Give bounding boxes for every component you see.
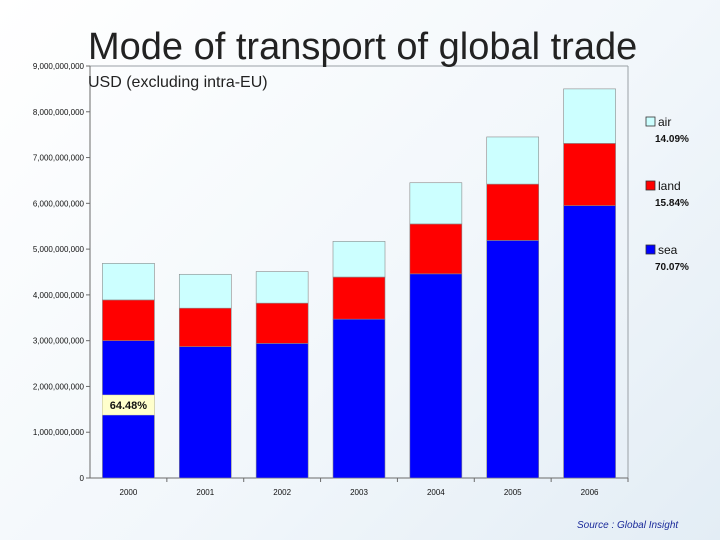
y-tick-label: 0	[80, 474, 85, 483]
x-tick-label: 2000	[120, 488, 138, 497]
y-tick-label: 1,000,000,000	[33, 428, 85, 437]
bar-air	[255, 271, 309, 304]
legend-swatch-air	[645, 116, 656, 127]
bar-air	[563, 88, 616, 144]
y-tick-label: 2,000,000,000	[33, 382, 85, 391]
bar-land	[563, 143, 616, 206]
annotation-box	[102, 394, 155, 416]
y-tick-label: 9,000,000,000	[33, 62, 85, 71]
bar-sea	[409, 273, 463, 479]
bar-land	[409, 223, 463, 275]
bar-air	[332, 241, 386, 278]
x-tick-label: 2002	[273, 488, 291, 497]
bar-land	[102, 299, 155, 341]
y-tick-label: 4,000,000,000	[33, 291, 85, 300]
source-note: Source : Global Insight	[577, 520, 679, 531]
x-tick-label: 2005	[504, 488, 522, 497]
bar-sea	[178, 346, 232, 479]
y-tick-label: 6,000,000,000	[33, 199, 85, 208]
legend-label-sea: sea	[658, 243, 678, 257]
legend-label-land: land	[658, 179, 681, 193]
legend-swatch-land	[645, 180, 656, 191]
y-tick-label: 8,000,000,000	[33, 108, 85, 117]
bar-sea	[486, 240, 540, 479]
bar-air	[102, 263, 155, 301]
bar-land	[332, 276, 386, 320]
x-tick-label: 2003	[350, 488, 368, 497]
bar-sea	[332, 318, 386, 479]
x-tick-label: 2004	[427, 488, 445, 497]
bar-air	[486, 136, 540, 185]
y-tick-label: 5,000,000,000	[33, 245, 85, 254]
bar-air	[178, 273, 232, 309]
y-tick-label: 3,000,000,000	[33, 337, 85, 346]
legend-percent-air: 14.09%	[655, 134, 689, 145]
bar-land	[486, 183, 540, 241]
legend-swatch-sea	[645, 244, 656, 255]
page-subtitle: USD (excluding intra-EU)	[88, 74, 268, 91]
bar-sea	[255, 343, 309, 479]
x-tick-label: 2001	[196, 488, 214, 497]
legend-percent-sea: 70.07%	[655, 262, 689, 273]
bar-land	[178, 307, 232, 347]
annotation-label: 64.48%	[110, 400, 148, 412]
legend-label-air: air	[658, 115, 671, 129]
bar-air	[409, 182, 463, 225]
bar-land	[255, 302, 309, 344]
legend-percent-land: 15.84%	[655, 198, 689, 209]
x-tick-label: 2006	[581, 488, 599, 497]
bar-sea	[563, 205, 616, 479]
y-tick-label: 7,000,000,000	[33, 154, 85, 163]
page-title: Mode of transport of global trade	[88, 26, 638, 68]
